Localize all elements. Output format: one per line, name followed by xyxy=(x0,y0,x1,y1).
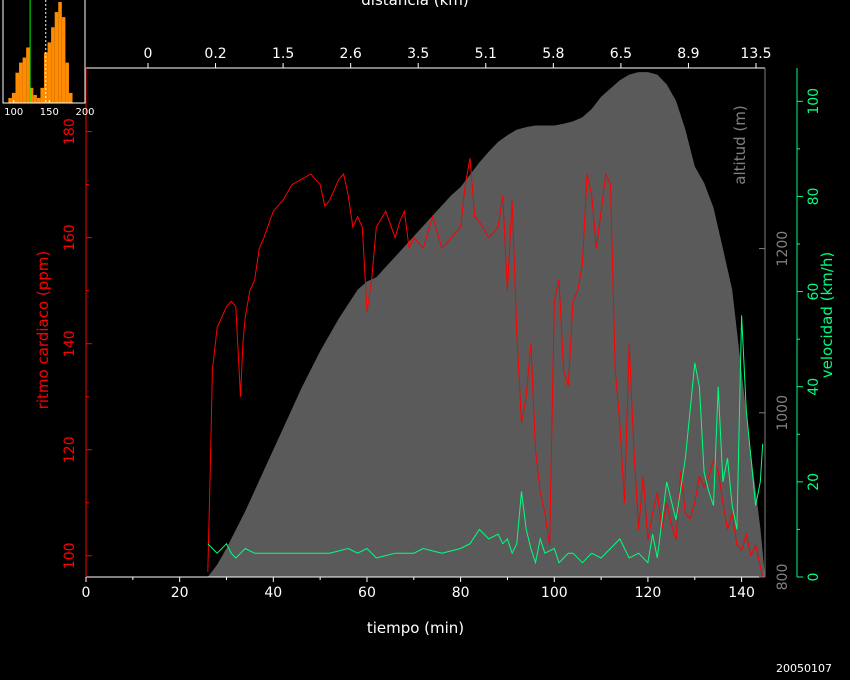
y-speed-axis-label: velocidad (km/h) xyxy=(818,252,836,378)
x-tick-label: 80 xyxy=(452,585,470,601)
y-left-tick-label: 180 xyxy=(62,118,78,145)
inset-hist-tick-label: 100 xyxy=(4,107,23,118)
y-left-tick-label: 100 xyxy=(62,542,78,569)
altitude-area xyxy=(207,72,766,577)
x-top-tick-label: 2.6 xyxy=(340,46,362,62)
y-left-tick-label: 140 xyxy=(62,330,78,357)
inset-hist-bar xyxy=(58,2,62,103)
x-tick-label: 140 xyxy=(728,585,755,601)
inset-hist-bar xyxy=(36,97,41,103)
x-top-tick-label: 8.9 xyxy=(677,46,699,62)
x-top-tick-label: 5.8 xyxy=(542,46,564,62)
inset-hist-tick-label: 200 xyxy=(75,107,94,118)
x-tick-label: 100 xyxy=(541,585,568,601)
x-top-tick-label: 6.5 xyxy=(610,46,632,62)
heart-rate-line xyxy=(207,158,764,578)
x-top-axis-label: distancia (km) xyxy=(361,0,468,9)
inset-hist-bar xyxy=(29,87,34,103)
y-alt-tick-label: 800 xyxy=(775,564,791,591)
x-top-tick-label: 13.5 xyxy=(740,46,771,62)
inset-hist-bar xyxy=(26,47,30,103)
x-tick-label: 40 xyxy=(264,585,282,601)
inset-hist-frame xyxy=(2,0,86,104)
inset-hist-bar xyxy=(15,72,20,103)
inset-hist-bar xyxy=(68,92,73,103)
x-tick-label: 20 xyxy=(171,585,189,601)
inset-hist-bar xyxy=(11,92,16,103)
y-alt-tick-label: 1200 xyxy=(775,231,791,267)
inset-hist-bar xyxy=(47,42,52,103)
inset-hist-bar xyxy=(61,17,66,103)
x-tick-label: 120 xyxy=(635,585,662,601)
y-speed-tick-label: 0 xyxy=(806,573,822,582)
date-stamp: 20050107 xyxy=(776,662,832,675)
y-left-axis-label: ritmo cardiaco (ppm) xyxy=(34,251,52,410)
x-tick-label: 60 xyxy=(358,585,376,601)
speed-line xyxy=(207,315,764,565)
y-speed-tick-label: 60 xyxy=(806,283,822,301)
inset-hist-bar xyxy=(51,27,55,103)
inset-hist-bar xyxy=(19,62,23,103)
x-axis-label: tiempo (min) xyxy=(367,619,464,637)
inset-hist-bar xyxy=(22,57,27,103)
inset-hist-bar xyxy=(40,87,44,103)
y-speed-tick-label: 20 xyxy=(806,473,822,491)
y-alt-tick-label: 1000 xyxy=(775,395,791,431)
x-top-tick-label: 0 xyxy=(144,46,153,62)
y-speed-tick-label: 80 xyxy=(806,188,822,206)
inset-hist-bar xyxy=(33,94,37,103)
x-tick-label: 0 xyxy=(82,585,91,601)
x-top-tick-label: 3.5 xyxy=(407,46,429,62)
inset-hist-bar xyxy=(65,62,69,103)
x-top-tick-label: 0.2 xyxy=(204,46,226,62)
y-speed-tick-label: 100 xyxy=(806,88,822,115)
x-top-tick-label: 5.1 xyxy=(475,46,497,62)
x-top-tick-label: 1.5 xyxy=(272,46,294,62)
y-alt-axis-label: altitud (m) xyxy=(731,105,749,184)
inset-hist-tick-label: 150 xyxy=(40,107,59,118)
y-left-tick-label: 160 xyxy=(62,224,78,251)
y-left-tick-label: 120 xyxy=(62,436,78,463)
inset-hist-bar xyxy=(54,12,59,104)
inset-hist-bar xyxy=(8,97,12,103)
y-speed-tick-label: 40 xyxy=(806,378,822,396)
